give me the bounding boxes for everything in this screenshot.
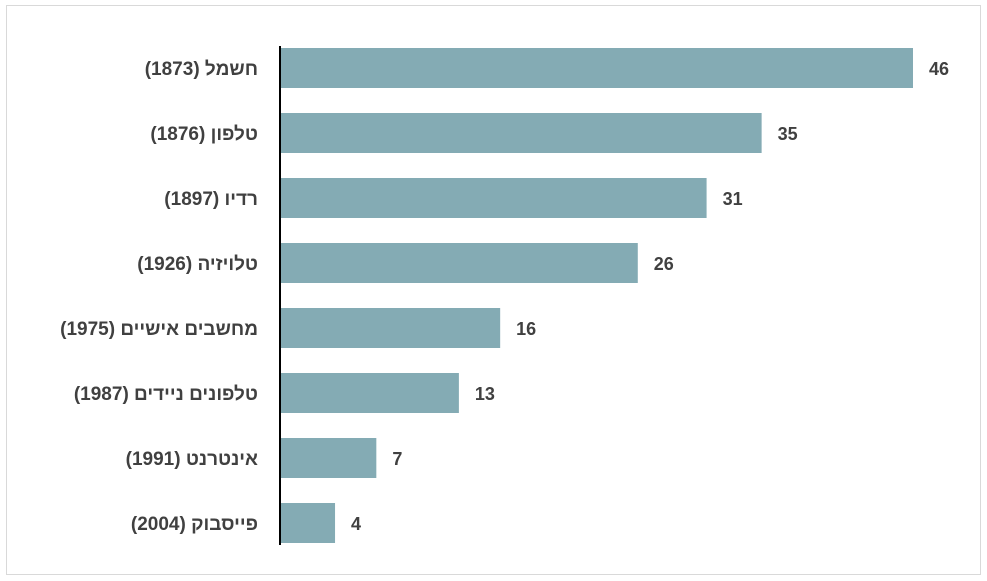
value-labels: 46 35 31 26 16 13 7 4 xyxy=(351,59,949,534)
value-label-5: 16 xyxy=(516,319,536,339)
value-label-4: 26 xyxy=(654,254,674,274)
bar-3 xyxy=(280,178,707,218)
value-label-7: 7 xyxy=(392,449,402,469)
value-label-1: 46 xyxy=(929,59,949,79)
category-label-4: טלויזיה (1926) xyxy=(137,254,258,275)
bar-4 xyxy=(280,243,638,283)
category-label-1: חשמל (1873) xyxy=(145,59,258,80)
category-label-6: טלפונים ניידים (1987) xyxy=(74,384,258,405)
value-label-2: 35 xyxy=(778,124,798,144)
bar-2 xyxy=(280,113,762,153)
bars-group xyxy=(280,48,913,543)
bar-1 xyxy=(280,48,913,88)
category-label-8: פייסבוק (2004) xyxy=(131,514,258,535)
bar-5 xyxy=(280,308,501,348)
category-label-3: רדיו (1897) xyxy=(164,189,258,210)
category-labels: חשמל (1873) טלפון (1876) רדיו (1897) טלויזי… xyxy=(60,59,258,535)
category-label-5: מחשבים אישיים (1975) xyxy=(60,319,258,340)
value-label-6: 13 xyxy=(475,384,495,404)
value-label-8: 4 xyxy=(351,514,361,534)
bar-6 xyxy=(280,373,459,413)
category-label-7: אינטרנט (1991) xyxy=(126,449,258,470)
value-label-3: 31 xyxy=(723,189,743,209)
category-label-2: טלפון (1876) xyxy=(150,124,258,145)
bar-7 xyxy=(280,438,377,478)
bar-8 xyxy=(280,503,336,543)
chart-frame xyxy=(6,5,981,575)
